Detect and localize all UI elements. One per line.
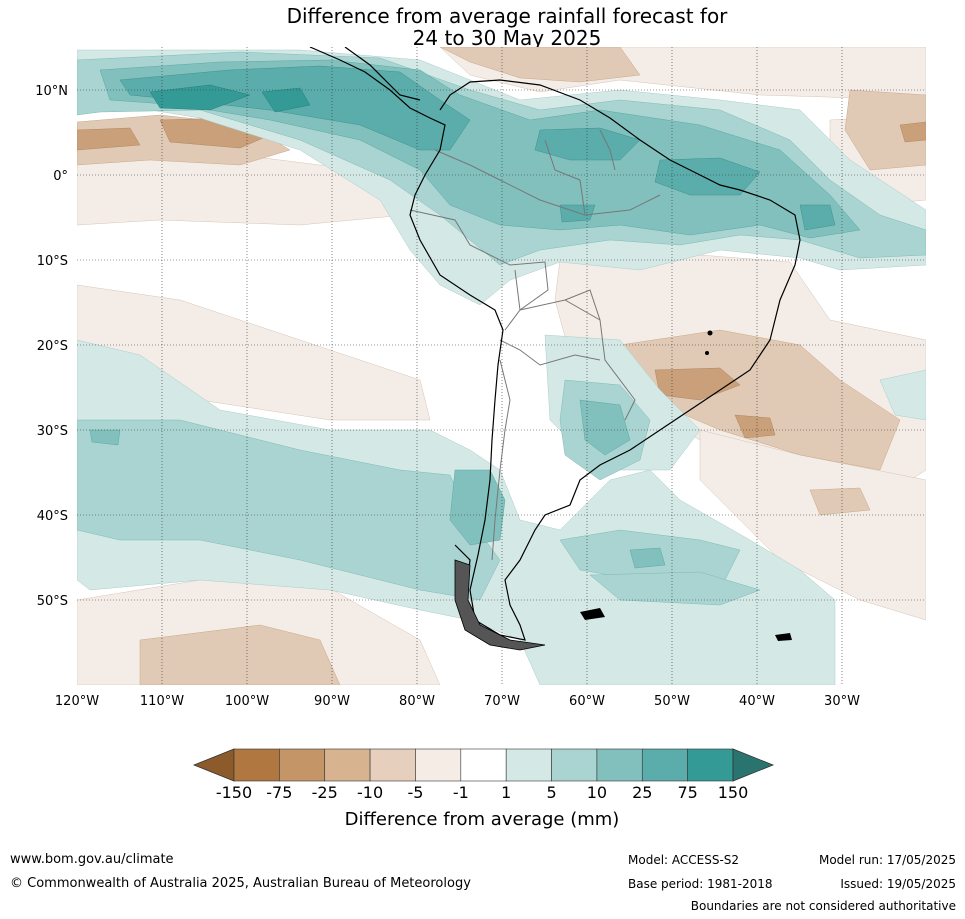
colorbar-swatches [192, 748, 775, 782]
colorbar-arrow-high [732, 748, 775, 782]
lon-label: 70°W [484, 694, 520, 709]
model-run-date: Model run: 17/05/2025 [818, 853, 956, 867]
colorbar-tick-label: -10 [357, 783, 383, 802]
longitude-labels: 120°W 110°W 100°W 90°W 80°W 70°W 60°W 50… [55, 694, 860, 709]
model-name: Model: ACCESS-S2 [628, 853, 740, 867]
lon-label: 90°W [314, 694, 350, 709]
rainfall-wet-extreme-areas [149, 84, 311, 113]
lon-label: 80°W [399, 694, 435, 709]
chart-title-line-2: 24 to 30 May 2025 [412, 26, 602, 50]
colorbar-tick-label: -25 [312, 783, 338, 802]
colorbar-swatch [369, 748, 416, 782]
colorbar-arrow-low [192, 748, 235, 782]
latitude-labels: 10°N 0° 10°S 20°S 30°S 40°S 50°S [35, 84, 68, 609]
colorbar-swatch [324, 748, 371, 782]
patagonia-islands [454, 559, 546, 651]
colorbar-swatch [551, 748, 598, 782]
colorbar-swatch [460, 748, 507, 782]
issued-date: Issued: 19/05/2025 [840, 877, 956, 891]
base-period: Base period: 1981-2018 [628, 877, 773, 891]
lon-label: 100°W [225, 694, 269, 709]
lat-label: 20°S [37, 339, 68, 354]
colorbar-tick-label: 150 [718, 783, 749, 802]
colorbar-swatch [233, 748, 280, 782]
colorbar-tick-label: -5 [407, 783, 423, 802]
colorbar-swatch [505, 748, 552, 782]
lat-label: 10°N [35, 84, 68, 99]
colorbar-swatch [687, 748, 734, 782]
colorbar-ticks: -150 -75 -25 -10 -5 -1 1 5 10 25 75 150 [216, 783, 748, 802]
website-link[interactable]: www.bom.gov.au/climate [10, 852, 174, 867]
colorbar-tick-label: 25 [632, 783, 652, 802]
colorbar-swatch [415, 748, 462, 782]
colorbar-tick-label: -150 [216, 783, 252, 802]
colorbar-tick-label: 1 [501, 783, 511, 802]
lat-label: 30°S [37, 424, 68, 439]
country-borders [409, 129, 661, 561]
colorbar-tick-label: -75 [266, 783, 292, 802]
colorbar-tick-label: 5 [546, 783, 556, 802]
coast-islands [580, 330, 792, 641]
boundaries-disclaimer: Boundaries are not considered authoritat… [690, 899, 956, 913]
lon-label: 120°W [55, 694, 99, 709]
colorbar-title: Difference from average (mm) [345, 809, 620, 830]
colorbar-tick-label: 75 [677, 783, 697, 802]
lat-label: 40°S [37, 509, 68, 524]
colorbar-tick-label: -1 [453, 783, 469, 802]
map-panel [77, 47, 926, 685]
colorbar-tick-label: 10 [587, 783, 607, 802]
colorbar-swatch [279, 748, 326, 782]
colorbar-swatch [596, 748, 643, 782]
lon-label: 60°W [569, 694, 605, 709]
lon-label: 30°W [824, 694, 860, 709]
lat-label: 50°S [37, 594, 68, 609]
lat-label: 10°S [37, 254, 68, 269]
map-graticule [77, 47, 926, 685]
lat-label: 0° [53, 169, 68, 184]
lon-label: 50°W [654, 694, 690, 709]
colorbar-swatch [641, 748, 688, 782]
lon-label: 110°W [140, 694, 184, 709]
chart-title-line-1: Difference from average rainfall forecas… [286, 4, 728, 28]
colorbar: -150 -75 -25 -10 -5 -1 1 5 10 25 75 150 Difference … [192, 748, 775, 830]
lon-label: 40°W [739, 694, 775, 709]
copyright-text: © Commonwealth of Australia 2025, Austra… [10, 876, 471, 891]
